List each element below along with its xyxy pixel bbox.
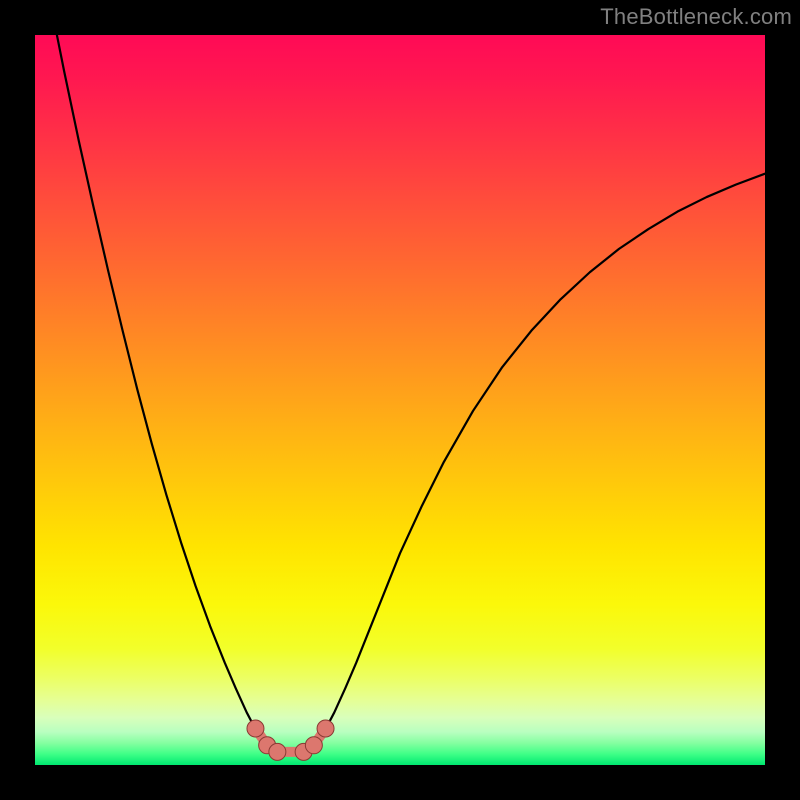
chart-background <box>35 35 765 765</box>
chart-svg <box>35 35 765 765</box>
chart-plot-area <box>35 35 765 765</box>
watermark-text: TheBottleneck.com <box>600 4 792 30</box>
